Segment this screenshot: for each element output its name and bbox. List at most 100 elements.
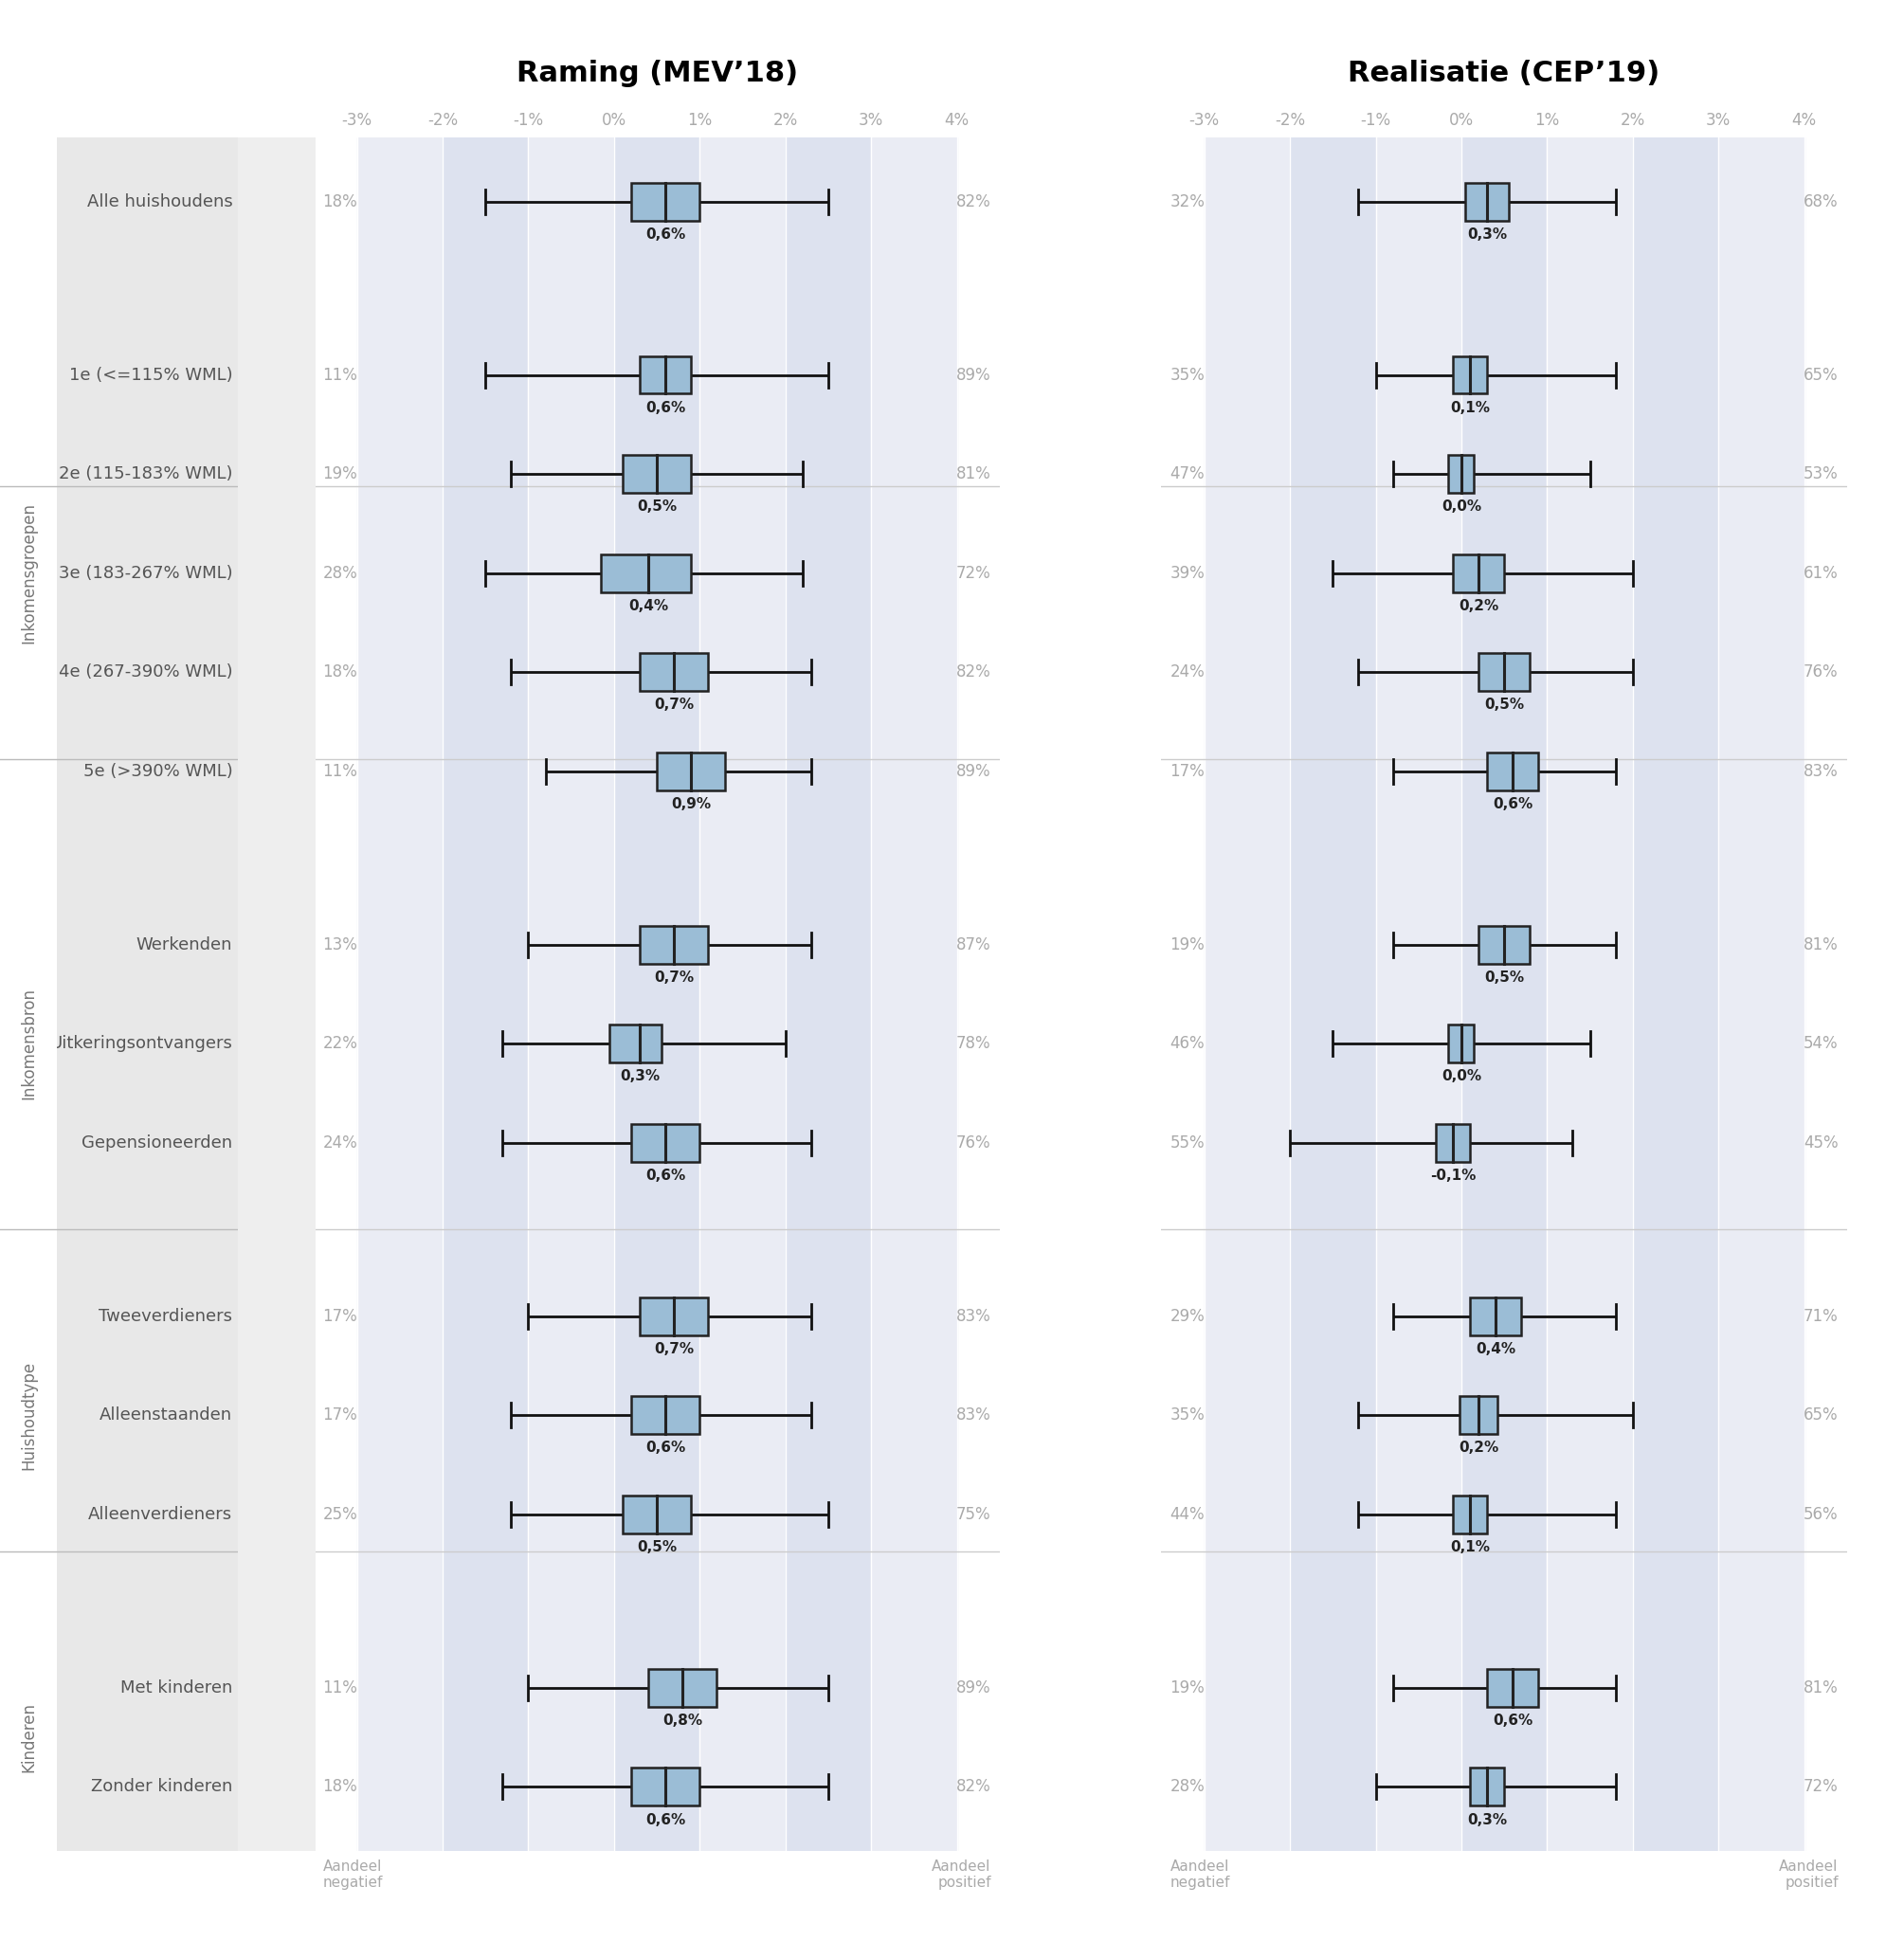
Text: 76%: 76% xyxy=(1803,664,1839,680)
Bar xyxy=(1453,554,1504,592)
Text: 0,6%: 0,6% xyxy=(645,227,685,241)
Text: Aandeel
positief: Aandeel positief xyxy=(931,1859,992,1890)
Bar xyxy=(1462,137,1548,1851)
Text: 0,5%: 0,5% xyxy=(1485,970,1523,985)
Title: Raming (MEV’18): Raming (MEV’18) xyxy=(516,61,798,88)
Text: 17%: 17% xyxy=(1171,762,1205,780)
Bar xyxy=(786,137,872,1851)
Text: Aandeel
negatief: Aandeel negatief xyxy=(1171,1859,1230,1890)
Text: 0,0%: 0,0% xyxy=(1441,1070,1481,1083)
Bar xyxy=(640,357,691,394)
Bar xyxy=(1460,1397,1497,1434)
Bar xyxy=(872,137,958,1851)
Bar xyxy=(1470,1769,1504,1806)
Text: 75%: 75% xyxy=(956,1506,992,1522)
Text: 82%: 82% xyxy=(956,194,992,210)
Text: 0,6%: 0,6% xyxy=(645,1170,685,1183)
Text: 4e (267-390% WML): 4e (267-390% WML) xyxy=(59,664,232,680)
Text: 0,3%: 0,3% xyxy=(1468,1812,1506,1828)
Text: 53%: 53% xyxy=(1803,466,1839,482)
Text: 89%: 89% xyxy=(956,366,992,384)
Text: Inkomensgroepen: Inkomensgroepen xyxy=(21,503,36,645)
Bar xyxy=(701,137,786,1851)
Bar xyxy=(1466,182,1508,219)
Text: 65%: 65% xyxy=(1803,1407,1839,1424)
Bar xyxy=(1449,1025,1474,1062)
Bar xyxy=(1487,752,1538,789)
Text: 0,2%: 0,2% xyxy=(1458,599,1498,613)
Text: 28%: 28% xyxy=(1171,1779,1205,1794)
Text: 17%: 17% xyxy=(324,1309,358,1324)
Text: 0,0%: 0,0% xyxy=(1441,500,1481,513)
Text: 76%: 76% xyxy=(956,1134,992,1152)
Bar xyxy=(1487,1669,1538,1706)
Bar xyxy=(358,137,444,1851)
Bar xyxy=(1479,927,1531,964)
Bar xyxy=(1453,357,1487,394)
Text: 39%: 39% xyxy=(1171,564,1205,582)
Text: 0,5%: 0,5% xyxy=(638,500,676,513)
Title: Realisatie (CEP’19): Realisatie (CEP’19) xyxy=(1348,61,1660,88)
Bar xyxy=(632,1124,701,1162)
Text: 87%: 87% xyxy=(956,936,992,954)
Text: 24%: 24% xyxy=(1171,664,1205,680)
Text: Huishoudtype: Huishoudtype xyxy=(21,1362,36,1469)
Text: 18%: 18% xyxy=(324,194,358,210)
Text: 0,6%: 0,6% xyxy=(645,1812,685,1828)
Text: 19%: 19% xyxy=(1171,1679,1205,1696)
Text: 11%: 11% xyxy=(324,366,358,384)
Bar xyxy=(1548,137,1634,1851)
Text: 83%: 83% xyxy=(956,1309,992,1324)
Text: 78%: 78% xyxy=(956,1034,992,1052)
Bar xyxy=(602,554,691,592)
Text: 0,7%: 0,7% xyxy=(655,1342,693,1356)
Text: -0,1%: -0,1% xyxy=(1430,1170,1476,1183)
Text: Gepensioneerden: Gepensioneerden xyxy=(82,1134,232,1152)
Text: 0,1%: 0,1% xyxy=(1451,402,1489,415)
Text: 54%: 54% xyxy=(1803,1034,1839,1052)
Text: 0,5%: 0,5% xyxy=(1485,697,1523,713)
Text: 44%: 44% xyxy=(1171,1506,1205,1522)
Bar xyxy=(632,1769,701,1806)
Bar xyxy=(1470,1297,1521,1334)
Bar xyxy=(640,927,708,964)
Text: 1e (<=115% WML): 1e (<=115% WML) xyxy=(69,366,232,384)
Text: 0,6%: 0,6% xyxy=(1493,797,1533,811)
Text: 13%: 13% xyxy=(324,936,358,954)
Text: 68%: 68% xyxy=(1803,194,1839,210)
Text: 89%: 89% xyxy=(956,1679,992,1696)
Text: 83%: 83% xyxy=(956,1407,992,1424)
Text: 0,4%: 0,4% xyxy=(1476,1342,1516,1356)
Text: 35%: 35% xyxy=(1171,366,1205,384)
Text: 82%: 82% xyxy=(956,1779,992,1794)
Text: 11%: 11% xyxy=(324,1679,358,1696)
Text: 47%: 47% xyxy=(1171,466,1205,482)
Text: 65%: 65% xyxy=(1803,366,1839,384)
Text: 71%: 71% xyxy=(1803,1309,1839,1324)
Bar xyxy=(1634,137,1719,1851)
Bar xyxy=(1291,137,1377,1851)
Text: 0,5%: 0,5% xyxy=(638,1540,676,1553)
Text: 72%: 72% xyxy=(956,564,992,582)
Text: 5e (>390% WML): 5e (>390% WML) xyxy=(84,762,232,780)
Bar xyxy=(529,137,615,1851)
Text: 56%: 56% xyxy=(1803,1506,1839,1522)
Bar xyxy=(1205,137,1291,1851)
Text: 81%: 81% xyxy=(1803,1679,1839,1696)
Text: Tweeverdieners: Tweeverdieners xyxy=(99,1309,232,1324)
Text: 24%: 24% xyxy=(324,1134,358,1152)
Bar xyxy=(632,1397,701,1434)
Text: 0,4%: 0,4% xyxy=(628,599,668,613)
Text: 0,1%: 0,1% xyxy=(1451,1540,1489,1553)
Bar xyxy=(1377,137,1462,1851)
Text: Alle huishoudens: Alle huishoudens xyxy=(88,194,232,210)
Bar xyxy=(1479,654,1531,692)
Text: Werkenden: Werkenden xyxy=(137,936,232,954)
Bar xyxy=(640,1297,708,1334)
Bar xyxy=(649,1669,718,1706)
Text: Aandeel
positief: Aandeel positief xyxy=(1778,1859,1839,1890)
Text: 0,2%: 0,2% xyxy=(1458,1442,1498,1456)
Text: Kinderen: Kinderen xyxy=(21,1702,36,1773)
Bar xyxy=(444,137,529,1851)
Bar xyxy=(1453,1495,1487,1534)
